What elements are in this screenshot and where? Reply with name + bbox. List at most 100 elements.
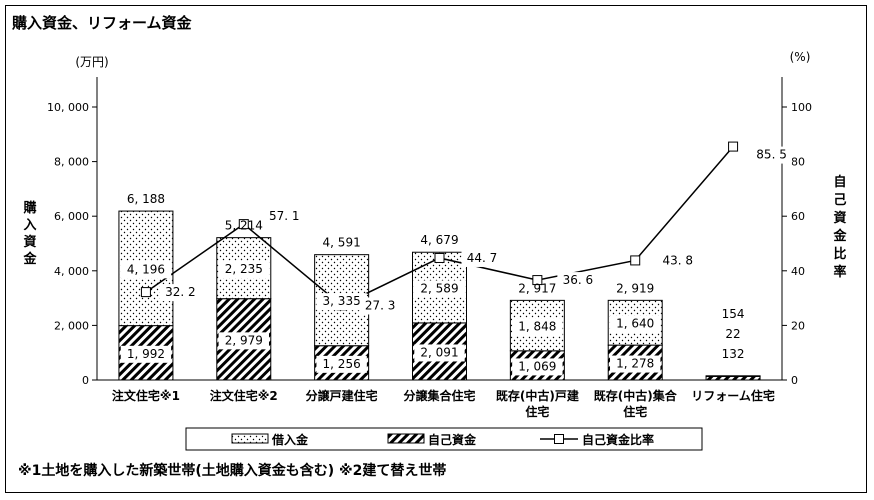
y2-axis-title-char: 自 bbox=[833, 174, 846, 190]
ratio-marker bbox=[630, 255, 641, 266]
value-label-total-group: 2, 917 bbox=[518, 281, 556, 295]
value-label-self: 1, 992 bbox=[127, 347, 165, 361]
x-category-label: 分譲戸建住宅 bbox=[306, 388, 378, 403]
value-label-self-bg bbox=[218, 332, 269, 350]
value-label-loan-group: 22 bbox=[725, 327, 740, 341]
y2-tick-label: 80 bbox=[791, 156, 805, 169]
value-label-total: 154 bbox=[722, 307, 745, 321]
y2-tick-label: 60 bbox=[791, 210, 805, 223]
value-label-loan: 1, 848 bbox=[518, 320, 556, 334]
value-label-ratio-bg bbox=[159, 284, 201, 302]
value-label-self-bg bbox=[120, 345, 172, 363]
value-label-ratio-bg bbox=[657, 252, 699, 270]
value-label-ratio-bg bbox=[461, 249, 503, 267]
value-label-ratio-group: 43. 8 bbox=[657, 252, 699, 270]
y-axis-title-char: 金 bbox=[22, 251, 37, 267]
legend-label-loan: 借入金 bbox=[271, 432, 309, 447]
value-label-loan: 4, 196 bbox=[127, 262, 165, 276]
y-tick-label: 2, 000 bbox=[54, 319, 89, 332]
value-label-ratio: 36. 6 bbox=[563, 273, 594, 287]
value-label-self-group: 1, 069 bbox=[512, 358, 563, 376]
value-label-loan: 1, 640 bbox=[616, 317, 654, 331]
value-label-total-group: 4, 591 bbox=[323, 236, 361, 250]
y2-axis-title-char: 率 bbox=[833, 264, 846, 280]
value-label-self-group: 1, 256 bbox=[316, 355, 367, 373]
value-label-ratio-group: 27. 3 bbox=[359, 297, 401, 315]
legend-label-ratio: 自己資金比率 bbox=[582, 432, 654, 447]
y2-axis-title-char: 資 bbox=[833, 210, 846, 226]
y2-axis-unit: (%) bbox=[790, 50, 811, 64]
y-tick-label: 4, 000 bbox=[54, 265, 89, 278]
y2-tick-label: 40 bbox=[791, 265, 805, 278]
value-label-total-group: 5, 214 bbox=[225, 219, 263, 233]
y2-tick-label: 20 bbox=[791, 319, 805, 332]
value-label-self: 1, 278 bbox=[616, 357, 654, 371]
x-category-label: 注文住宅※1 bbox=[112, 388, 180, 403]
bar-loan bbox=[705, 375, 761, 377]
value-label-ratio-group: 36. 6 bbox=[557, 272, 599, 290]
value-label-ratio-group: 85. 5 bbox=[751, 146, 793, 164]
value-label-self: 2, 979 bbox=[225, 333, 263, 347]
value-label-ratio: 44. 7 bbox=[467, 251, 498, 265]
value-label-loan-bg bbox=[414, 280, 465, 298]
x-category-label: 既存(中古)集合 bbox=[594, 388, 678, 403]
value-label-self-bg bbox=[414, 344, 465, 362]
value-label-self: 132 bbox=[722, 347, 745, 361]
value-label-loan-group: 1, 640 bbox=[610, 315, 661, 333]
value-label-ratio: 57. 1 bbox=[269, 209, 300, 223]
chart-title: 購入資金、リフォーム資金 bbox=[12, 14, 192, 32]
value-label-loan: 2, 589 bbox=[420, 282, 458, 296]
y2-axis-title-char: 金 bbox=[832, 228, 847, 244]
x-category-label: 分譲集合住宅 bbox=[403, 388, 475, 403]
value-label-ratio-group: 44. 7 bbox=[461, 249, 503, 267]
x-category-label: 既存(中古)戸建 bbox=[496, 388, 580, 403]
value-label-ratio: 27. 3 bbox=[365, 298, 396, 312]
value-label-self-group: 132 bbox=[722, 347, 745, 361]
value-label-total: 4, 679 bbox=[420, 233, 458, 247]
y-axis-title-char: 購 bbox=[22, 200, 36, 216]
value-label-ratio-group: 32. 2 bbox=[159, 284, 201, 302]
y2-axis-title-char: 己 bbox=[833, 193, 846, 208]
value-label-loan: 3, 335 bbox=[323, 294, 361, 308]
ratio-marker bbox=[532, 275, 543, 286]
value-label-ratio-bg bbox=[263, 208, 305, 226]
legend-swatch-self-funds bbox=[387, 433, 425, 444]
value-label-self: 2, 091 bbox=[420, 345, 458, 359]
ratio-marker bbox=[728, 141, 739, 152]
value-label-ratio-bg bbox=[359, 297, 401, 315]
x-category-label: リフォーム住宅 bbox=[691, 388, 775, 403]
value-label-total-group: 6, 188 bbox=[127, 192, 165, 206]
value-label-self: 1, 069 bbox=[518, 359, 556, 373]
chart-frame bbox=[5, 5, 867, 493]
value-label-loan-bg bbox=[512, 318, 563, 336]
y-tick-label: 0 bbox=[82, 374, 89, 387]
value-label-ratio: 32. 2 bbox=[165, 285, 196, 299]
ratio-marker bbox=[434, 252, 445, 263]
value-label-loan-group: 2, 235 bbox=[218, 261, 269, 279]
x-category-label: 住宅 bbox=[525, 404, 549, 419]
value-label-loan-bg bbox=[120, 261, 172, 279]
x-category-label: 住宅 bbox=[623, 404, 647, 419]
value-label-total-group: 4, 679 bbox=[420, 233, 458, 247]
y2-tick-label: 0 bbox=[791, 374, 798, 387]
y-axis-title-char: 資 bbox=[23, 234, 36, 250]
value-label-loan-bg bbox=[316, 293, 367, 311]
y-tick-label: 10, 000 bbox=[47, 101, 89, 114]
value-label-loan-bg bbox=[218, 261, 269, 279]
x-category-label: 注文住宅※2 bbox=[210, 388, 278, 403]
legend-marker-ratio bbox=[554, 434, 564, 444]
value-label-total: 2, 919 bbox=[616, 281, 654, 295]
y-tick-label: 6, 000 bbox=[54, 210, 89, 223]
value-label-total: 5, 214 bbox=[225, 219, 263, 233]
value-label-ratio: 85. 5 bbox=[756, 148, 787, 162]
value-label-loan: 22 bbox=[725, 327, 740, 341]
value-label-loan-group: 3, 335 bbox=[316, 293, 367, 311]
value-label-self-bg bbox=[610, 355, 661, 373]
value-label-total-group: 154 bbox=[722, 307, 745, 321]
value-label-ratio-group: 57. 1 bbox=[263, 208, 305, 226]
value-label-total: 4, 591 bbox=[323, 236, 361, 250]
legend-label-self-funds: 自己資金 bbox=[428, 432, 477, 447]
legend-swatch-loan bbox=[231, 433, 269, 444]
value-label-self: 1, 256 bbox=[323, 357, 361, 371]
